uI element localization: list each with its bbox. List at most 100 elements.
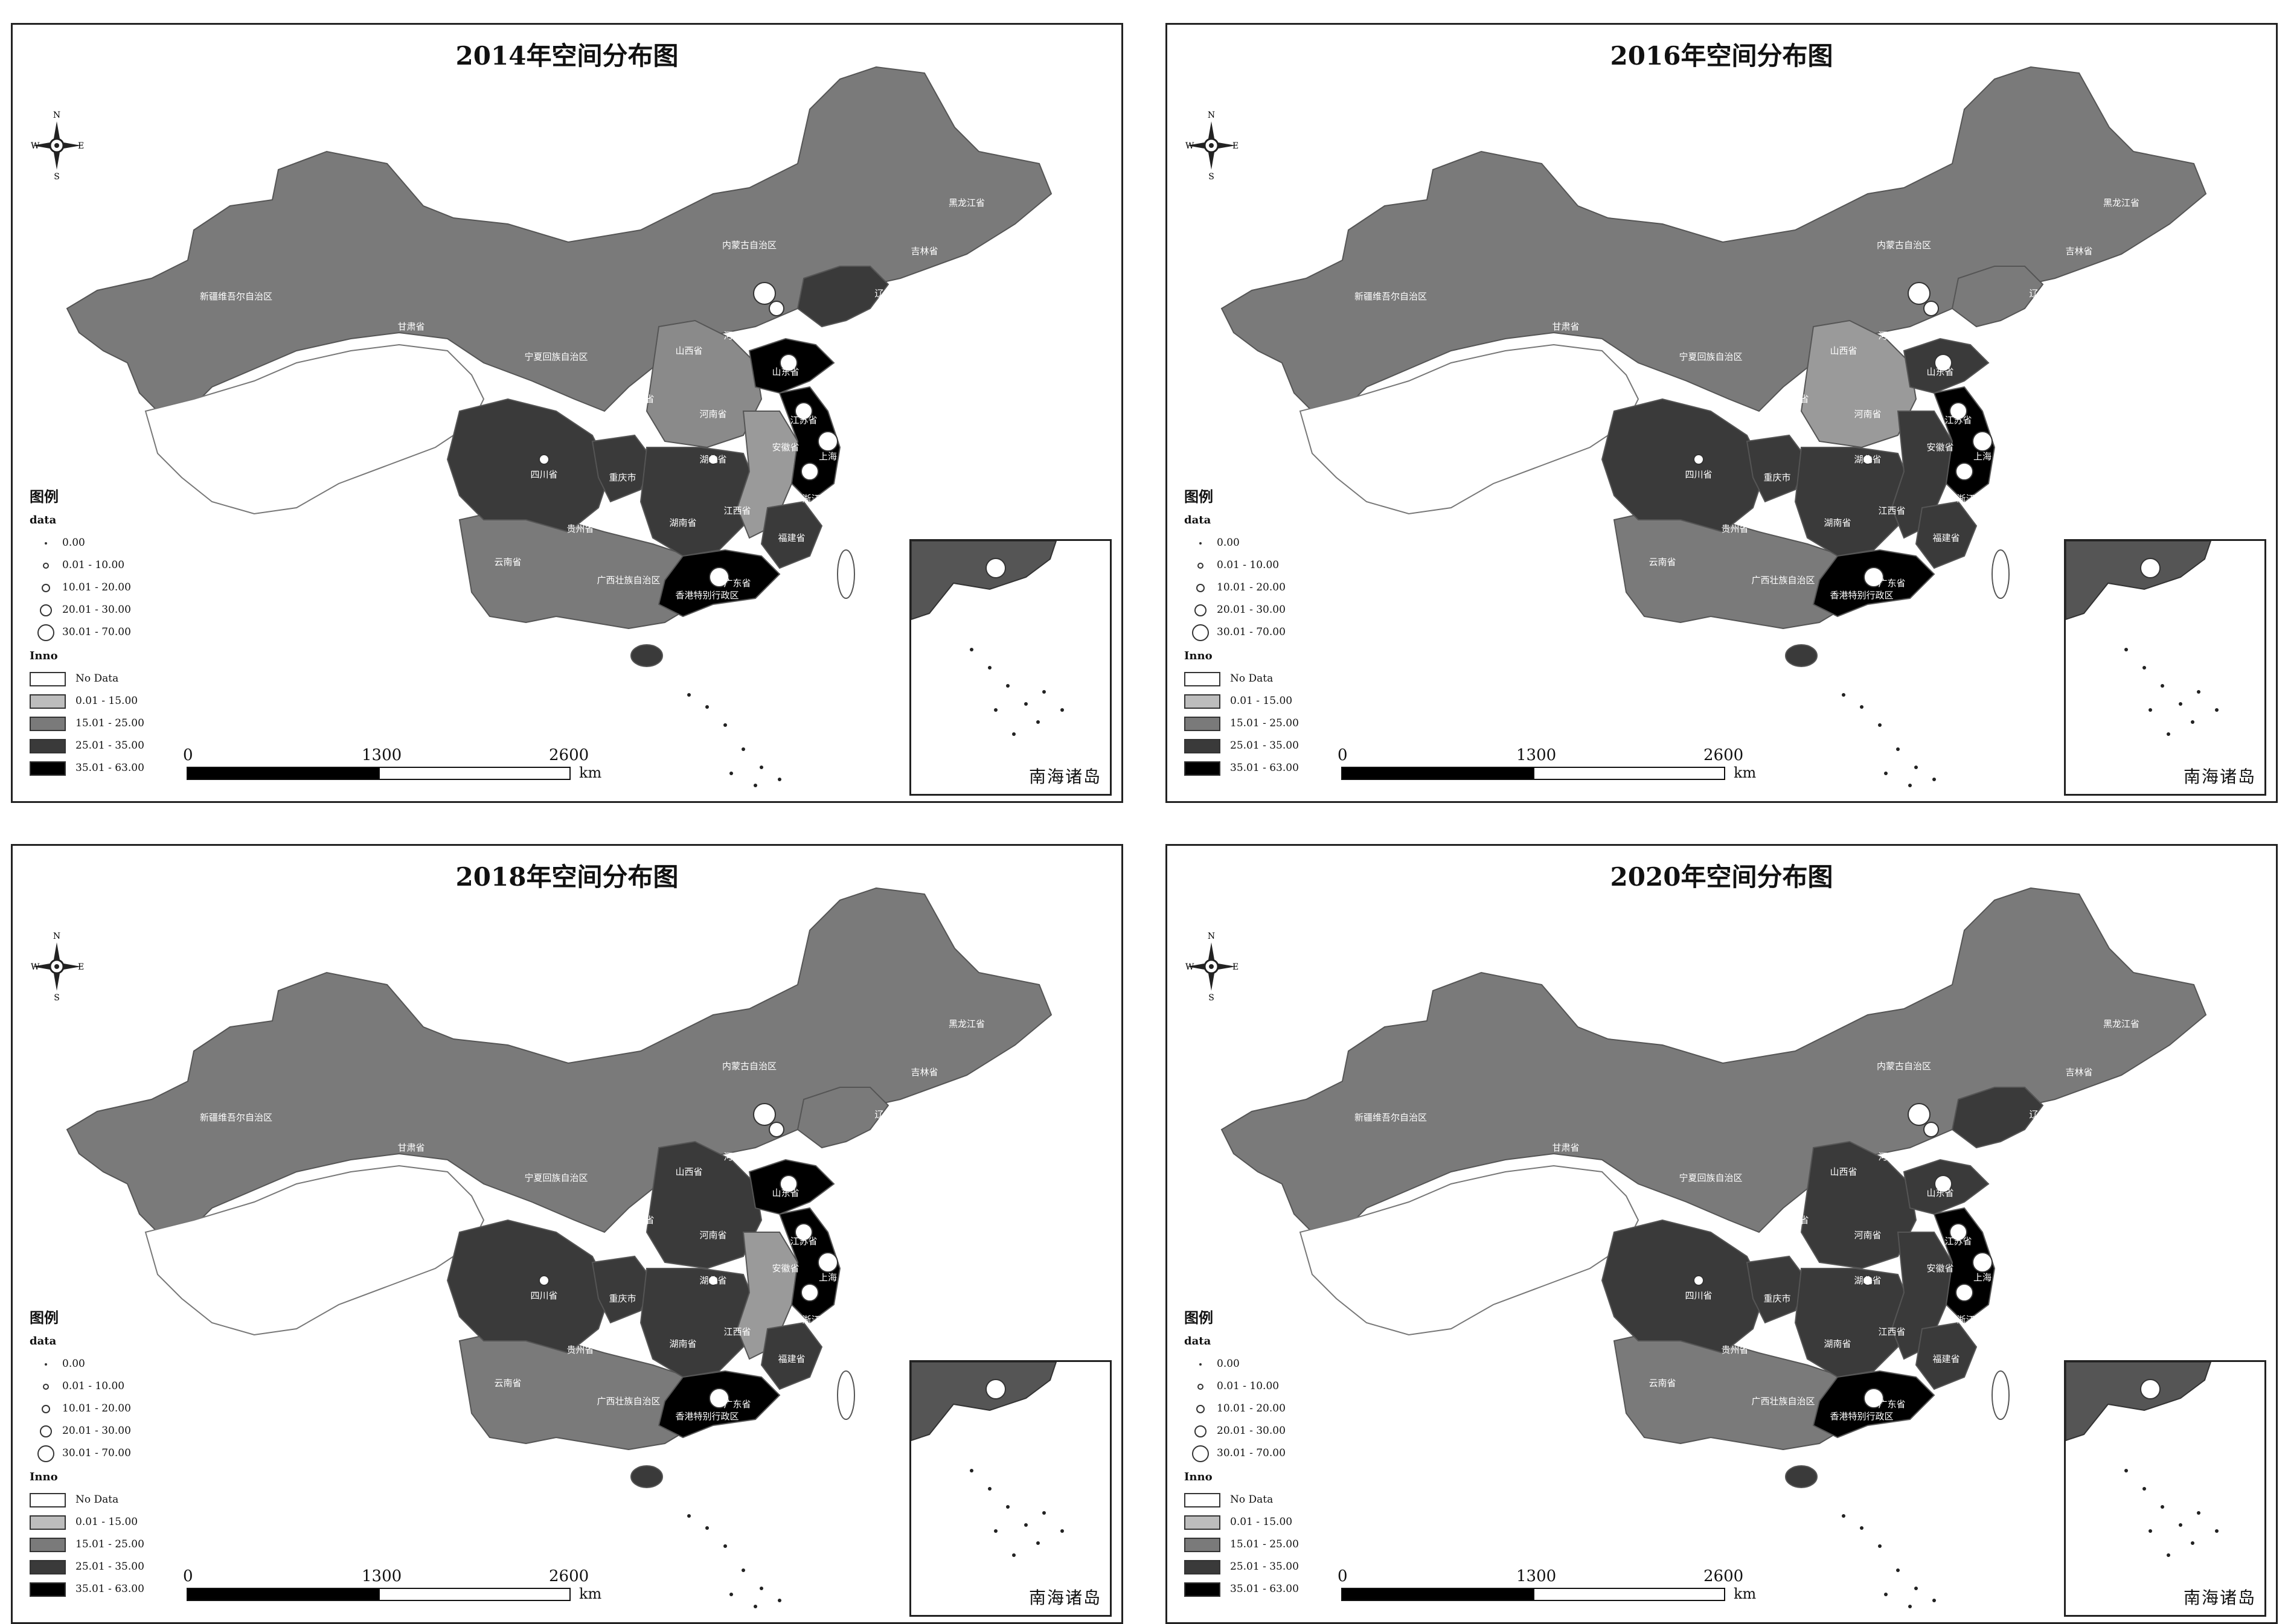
data-circle-shanghai	[1972, 431, 1993, 452]
province-label: 甘肃省	[397, 321, 425, 332]
legend-title: 图例	[1184, 1309, 1213, 1326]
map-title: 2018年空间分布图	[455, 862, 679, 892]
map-title: 2014年空间分布图	[455, 41, 679, 71]
province-label: 黑龙江省	[2103, 197, 2139, 208]
map-title: 2016年空间分布图	[1610, 41, 1833, 71]
scale-tick: 0	[1338, 746, 1348, 764]
legend-data-label: 0.01 - 10.00	[62, 1380, 125, 1392]
compass-icon: N S W E	[1184, 930, 1239, 1003]
legend-swatch	[30, 694, 66, 709]
inset-data-circle	[2140, 558, 2161, 578]
inset-islands	[970, 1469, 1064, 1557]
province-label: 陕西省	[627, 1215, 654, 1226]
province-label: 上海	[1973, 451, 1992, 462]
province-label: 贵州省	[1721, 1344, 1748, 1355]
region-hainan	[630, 1465, 663, 1488]
province-label: 香港特别行政区	[675, 590, 739, 601]
province-label: 黑龙江省	[949, 1018, 985, 1029]
legend-data-label: 0.01 - 10.00	[1217, 1380, 1280, 1392]
province-label: 河北省	[1878, 330, 1905, 341]
province-label: 广东省	[1878, 1399, 1905, 1410]
legend-inno-label: 35.01 - 63.00	[75, 762, 144, 774]
legend-circle-icon	[43, 562, 49, 569]
province-label: 河南省	[699, 409, 726, 420]
province-label: 广东省	[1878, 578, 1905, 589]
data-circle-zhejiang	[801, 1284, 819, 1302]
legend-inno-row: 15.01 - 25.00	[1184, 1533, 1299, 1556]
legend-inno-label: No Data	[1230, 1494, 1274, 1506]
data-circle-tianjin	[1923, 301, 1939, 316]
province-label: 江西省	[1878, 1326, 1905, 1337]
legend-swatch	[30, 716, 66, 731]
region-fujian	[760, 1322, 823, 1390]
data-circle-guangdong	[709, 567, 729, 587]
legend-inno-row: No Data	[30, 1489, 144, 1511]
compass-icon: N S W E	[1184, 109, 1239, 182]
province-label: 江苏省	[790, 415, 817, 426]
legend-inno-row: 0.01 - 15.00	[1184, 1511, 1299, 1533]
region-liaoning	[1951, 266, 2044, 328]
legend-circle-icon	[42, 583, 50, 592]
legend-swatch	[1184, 761, 1220, 776]
province-label: 山东省	[772, 1188, 799, 1198]
province-label: 湖北省	[699, 454, 726, 465]
legend-data-label: 20.01 - 30.00	[1217, 604, 1286, 616]
region-jiangsu-zhejiang	[1933, 1207, 1996, 1324]
region-southwest	[1613, 507, 1863, 630]
inset-label: 南海诸岛	[1028, 1588, 1101, 1608]
region-chongqing	[591, 1255, 654, 1324]
region-liaoning	[796, 1087, 889, 1149]
region-shanxi-henan	[646, 1140, 763, 1270]
legend-data-label: 30.01 - 70.00	[1217, 1447, 1286, 1459]
province-label: 四川省	[1685, 469, 1712, 480]
legend-inno-label: 25.01 - 35.00	[75, 1561, 144, 1573]
legend-title: 图例	[30, 1309, 59, 1326]
region-southwest	[1613, 1328, 1863, 1451]
legend-inno-label: No Data	[75, 1494, 119, 1506]
legend-inno-title: Inno	[1184, 650, 1213, 662]
compass-n: N	[53, 932, 60, 941]
province-label: 江苏省	[1944, 1236, 1972, 1247]
data-circle-jiangsu	[795, 402, 813, 420]
data-circle-beijing	[753, 1103, 776, 1126]
data-circle-tianjin	[1923, 1122, 1939, 1137]
legend-circle-icon	[1196, 583, 1205, 592]
legend-circle-icon	[1192, 624, 1209, 641]
legend-inno-label: No Data	[75, 673, 119, 685]
scale-bar-segment-black	[187, 767, 380, 780]
legend-circle-icon	[1194, 1425, 1206, 1437]
province-label: 山东省	[1926, 1188, 1953, 1198]
legend-data-label: 0.00	[62, 537, 85, 549]
inset-mainland	[911, 1362, 1057, 1442]
legend-inno-row: 25.01 - 35.00	[30, 735, 144, 757]
province-label: 河南省	[1854, 409, 1881, 420]
province-label: 广西壮族自治区	[597, 575, 660, 586]
legend-circle-icon	[37, 624, 54, 641]
region-sichuan	[446, 1219, 612, 1354]
province-label: 内蒙古自治区	[722, 1061, 777, 1072]
legend-circle-icon	[45, 542, 47, 545]
scale-tick: 2600	[549, 746, 589, 764]
province-label: 香港特别行政区	[1830, 590, 1893, 601]
province-label: 江苏省	[790, 1236, 817, 1247]
legend-data-row: 0.01 - 10.00	[30, 554, 144, 577]
province-label: 湖北省	[699, 1275, 726, 1286]
province-label: 内蒙古自治区	[1877, 1061, 1931, 1072]
province-label: 甘肃省	[1552, 321, 1579, 332]
scale-bar-segment-white	[379, 767, 571, 780]
legend-swatch	[1184, 1537, 1220, 1552]
region-liaoning	[796, 266, 889, 328]
legend-circle-icon	[1197, 1383, 1203, 1390]
province-label: 湖南省	[669, 517, 696, 528]
province-label: 广东省	[723, 578, 751, 589]
south-china-sea-dots	[687, 1514, 781, 1608]
region-hubei-hunan	[639, 1268, 757, 1378]
legend-swatch	[30, 1559, 66, 1574]
legend-circle-icon	[37, 1445, 54, 1462]
province-label: 重庆市	[1763, 472, 1790, 483]
scale-bar: 0 1300 2600 km	[183, 746, 601, 782]
region-hainan	[630, 644, 663, 667]
province-label: 西藏自治区	[1434, 1269, 1479, 1280]
